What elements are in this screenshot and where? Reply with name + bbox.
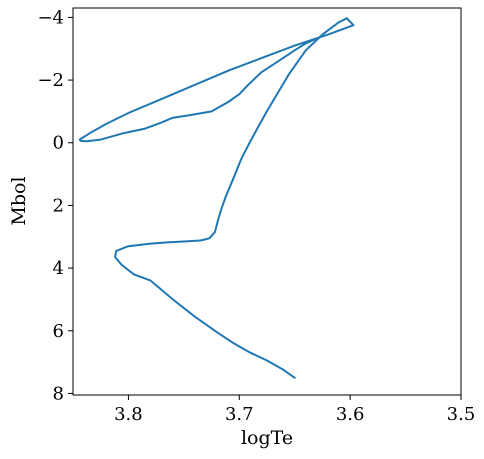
x-tick-label: 3.7 [225, 404, 254, 425]
plot-frame [72, 7, 462, 396]
y-tick-label: 4 [53, 258, 64, 279]
x-tick-label: 3.5 [447, 404, 476, 425]
y-tick-label: 8 [53, 383, 64, 404]
x-axis-label: logTe [241, 427, 293, 449]
y-tick-label: 0 [53, 133, 64, 154]
y-axis-ticks: −4 −2 0 2 4 6 8 [37, 7, 73, 404]
y-tick-label: 2 [53, 195, 64, 216]
plot-area [73, 8, 461, 395]
x-axis-ticks: 3.8 3.7 3.6 3.5 [114, 395, 475, 425]
y-tick-label: −2 [37, 70, 64, 91]
y-axis-label: Mbol [8, 176, 30, 225]
series-line [78, 17, 355, 379]
x-tick-label: 3.6 [336, 404, 365, 425]
y-tick-label: 6 [53, 321, 64, 342]
x-tick-label: 3.8 [114, 404, 143, 425]
y-tick-label: −4 [37, 7, 64, 28]
